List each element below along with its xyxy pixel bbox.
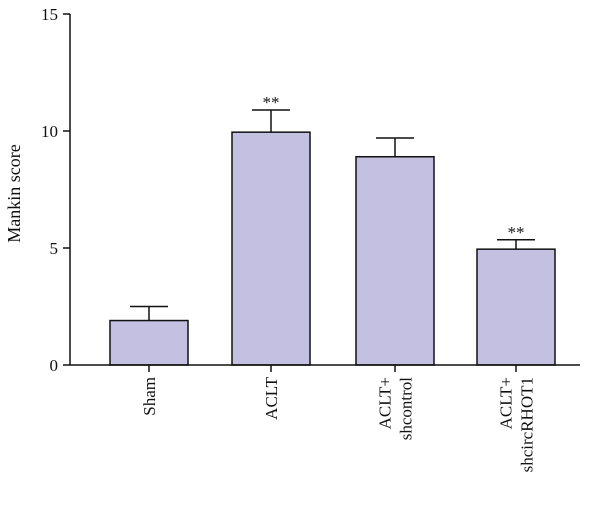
x-tick-label-3-line-1: shcircRHOT1	[518, 377, 537, 472]
bar-2	[355, 155, 435, 366]
y-tick-label-15: 15	[41, 5, 58, 24]
y-tick-label-5: 5	[50, 239, 59, 258]
significance-label-3: **	[508, 223, 525, 242]
x-tick-label-2-line-0: ACLT+	[376, 377, 395, 429]
x-tick-label-0: Sham	[140, 377, 159, 416]
x-tick-label-1: ACLT	[262, 376, 281, 419]
x-tick-label-2-line-1: shcontrol	[397, 377, 416, 441]
bar-3	[476, 248, 556, 366]
bar-0	[109, 319, 189, 366]
y-tick-label-0: 0	[50, 356, 59, 375]
bar-1	[231, 131, 311, 366]
x-tick-label-3-line-0: ACLT+	[497, 377, 516, 429]
y-tick-label-10: 10	[41, 122, 58, 141]
y-axis-title: Mankin score	[4, 144, 24, 242]
significance-label-1: **	[263, 93, 280, 112]
